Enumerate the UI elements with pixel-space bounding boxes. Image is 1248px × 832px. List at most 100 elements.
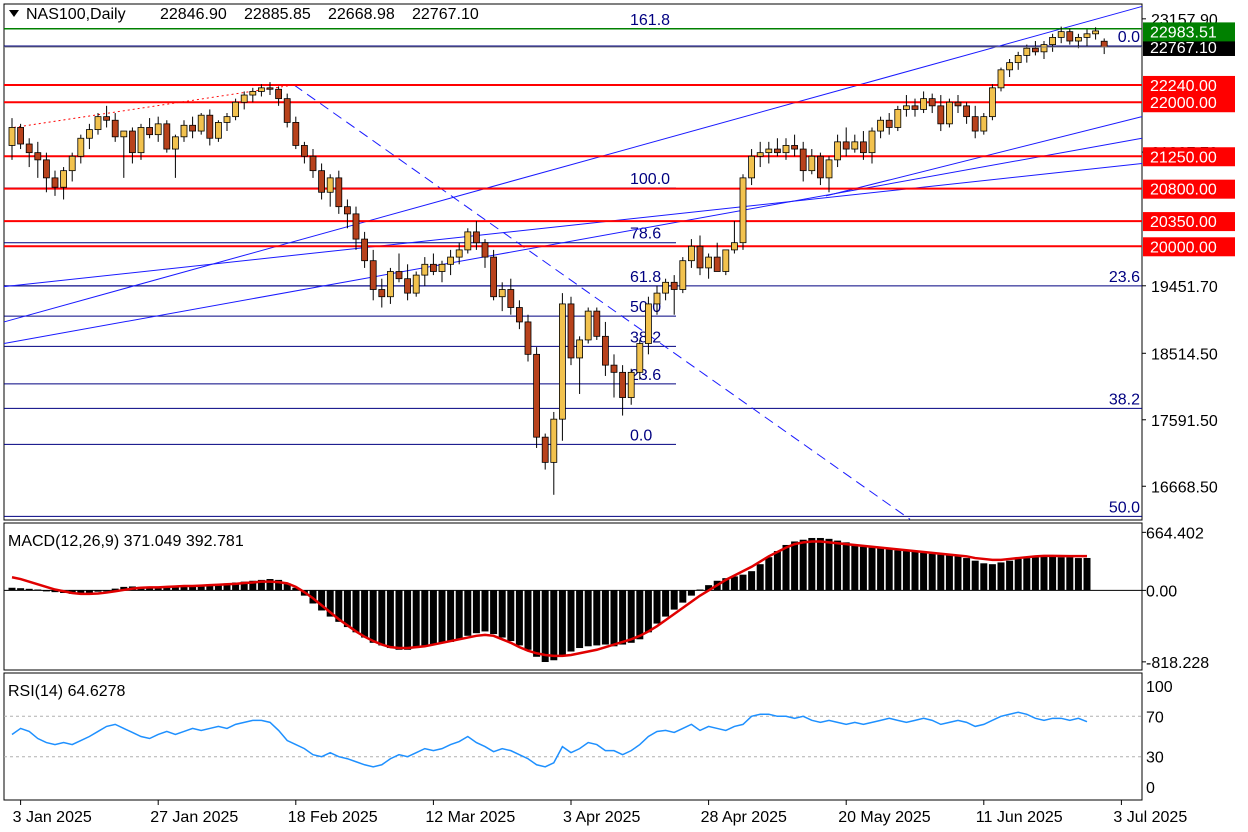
macd-histogram-bar	[283, 583, 291, 591]
macd-histogram-bar	[369, 590, 377, 643]
date-axis-label: 3 Jul 2025	[1113, 809, 1187, 826]
candle-body	[1100, 40, 1108, 48]
macd-histogram-bar	[490, 590, 498, 635]
candle-body	[438, 263, 446, 272]
macd-histogram-bar	[576, 590, 584, 649]
macd-histogram-bar	[722, 578, 730, 591]
macd-histogram-bar	[748, 571, 756, 591]
candle-body	[189, 124, 197, 132]
macd-histogram-bar	[455, 590, 463, 640]
fib-level-label: 161.8	[630, 12, 670, 29]
candle-body	[206, 114, 214, 139]
candle-body	[232, 101, 240, 118]
price-level-tag	[1143, 237, 1235, 257]
candle-body	[1040, 44, 1048, 53]
macd-histogram-bar	[911, 551, 919, 591]
channel-upper-line	[3, 5, 1143, 323]
macd-histogram-bar	[240, 581, 248, 591]
price-panel: 161.8 100.0 78.6 61.8 50.0 38.2 23.6 0.0 0.0 23.6…	[3, 5, 1143, 520]
macd-histogram-bar	[920, 552, 928, 591]
candle-body	[584, 310, 592, 341]
macd-histogram-bar	[808, 537, 816, 591]
candle-body	[731, 242, 738, 251]
macd-histogram-bar	[662, 590, 670, 617]
macd-histogram-bar	[318, 590, 326, 611]
candle-body	[421, 263, 429, 276]
macd-histogram-bar	[756, 564, 764, 591]
dashed-downtrend-line	[293, 84, 911, 520]
candle-body	[997, 69, 1005, 89]
macd-histogram-bar	[404, 590, 412, 650]
candle-body	[954, 101, 962, 107]
macd-histogram-bar	[679, 590, 687, 603]
candle-body	[928, 98, 936, 107]
candle-body	[1092, 30, 1099, 35]
candle-body	[903, 105, 910, 110]
candle-body	[533, 353, 540, 438]
candle-body	[283, 98, 291, 123]
candle-body	[318, 170, 326, 193]
candle-body	[1032, 47, 1039, 53]
macd-histogram-bar	[842, 542, 850, 591]
candle-body	[292, 122, 300, 146]
macd-histogram-bar	[386, 590, 394, 649]
rsi-axis-label: 70	[1146, 709, 1164, 726]
candle-body	[688, 245, 695, 262]
fib-level-label: 0.0	[1118, 29, 1140, 46]
macd-histogram-bar	[206, 584, 214, 591]
macd-histogram-bar	[1040, 556, 1048, 591]
candle-body	[1049, 37, 1056, 46]
candle-body	[326, 177, 334, 193]
macd-histogram-bar	[773, 551, 781, 591]
candle-body	[860, 141, 867, 154]
fib-level-label: 78.6	[630, 226, 661, 243]
candle-body	[696, 245, 704, 269]
fib-level-label: 38.2	[1109, 391, 1140, 408]
date-axis-label: 20 May 2025	[838, 809, 931, 826]
price-axis-label: 19451.70	[1151, 279, 1218, 296]
candle-body	[774, 148, 781, 154]
macd-histogram-bar	[1083, 557, 1091, 591]
candle-body	[60, 170, 67, 188]
candle-body	[86, 129, 93, 139]
symbol-dropdown-icon[interactable]	[9, 10, 19, 17]
macd-histogram-bar	[928, 553, 936, 591]
macd-histogram-bar	[25, 588, 33, 591]
candle-body	[765, 148, 773, 154]
macd-histogram-bar	[163, 587, 171, 591]
macd-histogram-bar	[507, 590, 515, 642]
macd-histogram-bar	[971, 560, 979, 591]
candle-body	[472, 231, 480, 244]
current-price-value: 22767.10	[1150, 40, 1217, 57]
macd-histogram-bar	[232, 582, 240, 591]
macd-histogram-bar	[653, 590, 661, 624]
candle-body	[103, 116, 110, 121]
ohlc-high: 22885.85	[244, 6, 311, 23]
candle-body	[679, 260, 687, 290]
macd-histogram-bar	[1006, 560, 1014, 591]
macd-histogram-bar	[619, 590, 627, 645]
candle-body	[713, 256, 721, 272]
candle-body	[369, 260, 377, 290]
price-axis-label: 17591.50	[1151, 413, 1218, 430]
macd-histogram-bar	[593, 590, 601, 646]
candle-body	[593, 310, 601, 337]
candle-body	[1014, 55, 1022, 64]
candle-body	[343, 206, 351, 215]
candle-body	[877, 119, 884, 132]
macd-axis-label: -818.228	[1146, 655, 1209, 672]
macd-histogram-bar	[343, 590, 351, 628]
macd-histogram-bar	[584, 590, 592, 647]
macd-histogram-bar	[885, 549, 893, 591]
candle-body	[636, 343, 644, 373]
candle-body	[25, 143, 33, 154]
macd-histogram-bar	[429, 590, 437, 645]
candle-body	[567, 303, 575, 359]
rsi-axis-label: 0	[1146, 780, 1155, 797]
macd-histogram-bar	[524, 590, 532, 650]
macd-histogram-bar	[980, 563, 988, 591]
macd-histogram-bar	[705, 585, 713, 591]
macd-histogram-bar	[120, 586, 128, 591]
macd-histogram-bar	[352, 590, 360, 633]
